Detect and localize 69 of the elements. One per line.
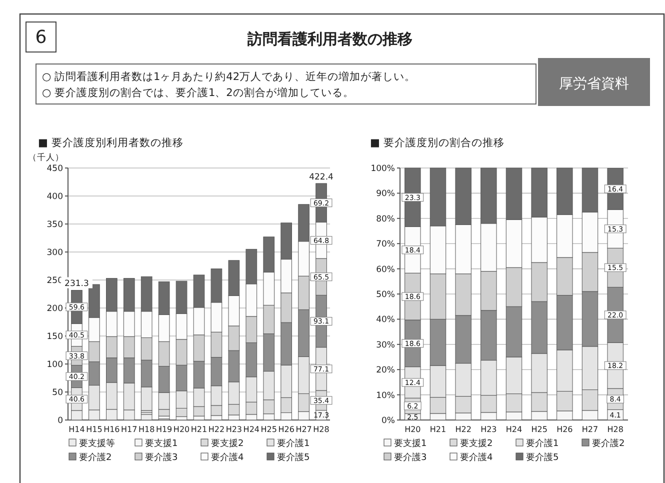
y-tick-label: 200: [46, 304, 63, 314]
legend-label: 要支援2: [460, 438, 493, 449]
x-tick-label: H26: [278, 425, 294, 434]
x-tick-label: H23: [480, 425, 497, 434]
y-tick-label: 90%: [376, 189, 395, 200]
x-tick-label: H24: [243, 425, 260, 434]
legend-label: 要介護1: [526, 438, 559, 449]
x-tick-label: H18: [138, 425, 155, 434]
x-tick-label: H23: [226, 425, 242, 434]
y-tick-label: 350: [46, 220, 63, 230]
chart-title: ■ 要介護度別利用者数の推移: [38, 136, 184, 149]
y-axis-title: （千人）: [28, 152, 64, 163]
y-tick-label: 40%: [376, 315, 395, 326]
y-tick-label: 0%: [382, 416, 395, 426]
x-tick-label: H21: [190, 425, 208, 434]
x-tick-label: H27: [582, 425, 598, 434]
x-tick-label: H14: [68, 425, 85, 434]
total-label: 231.3: [64, 279, 89, 290]
x-tick-label: H25: [531, 425, 548, 434]
y-tick-label: 300: [46, 248, 63, 258]
y-tick-label: 10%: [376, 390, 395, 401]
chart-title: ■ 要介護度別の割合の推移: [370, 136, 504, 149]
x-tick-label: H28: [607, 425, 624, 434]
legend-label: 要介護3: [394, 452, 427, 463]
total-label: 422.4: [309, 172, 334, 182]
x-tick-label: H19: [156, 425, 172, 434]
x-tick-label: H22: [455, 425, 472, 434]
y-tick-label: 50: [52, 388, 63, 398]
text: 6: [35, 27, 47, 48]
x-tick-label: H22: [208, 425, 225, 434]
legend-label: 要支援1: [394, 438, 427, 449]
y-tick-label: 100: [46, 360, 63, 370]
y-tick-label: 100%: [370, 164, 395, 174]
legend-label: 要介護4: [460, 452, 493, 463]
x-tick-label: H27: [296, 425, 312, 434]
y-tick-label: 30%: [376, 340, 395, 350]
y-tick-label: 70%: [376, 240, 395, 250]
text: ○ 要介護度別の割合では、要介護1、2の割合が増加している。: [42, 86, 354, 99]
x-tick-label: H26: [556, 425, 573, 434]
y-tick-label: 400: [46, 192, 63, 202]
legend-label: 要介護1: [277, 438, 310, 449]
text: ○ 訪問看護利用者数は1ヶ月あたり約42万人であり、近年の増加が著しい。: [42, 70, 416, 83]
legend-label: 要支援等: [79, 438, 115, 449]
legend-label: 要介護2: [592, 438, 625, 449]
x-tick-label: H15: [86, 425, 102, 434]
legend-label: 要介護5: [526, 452, 559, 463]
legend-label: 要介護3: [145, 452, 178, 463]
x-tick-label: H17: [121, 425, 138, 434]
text: 厚労省資料: [559, 76, 629, 92]
legend-label: 要支援1: [145, 438, 178, 449]
y-tick-label: 60%: [376, 264, 395, 275]
x-tick-label: H20: [404, 425, 421, 434]
x-tick-label: H25: [260, 425, 277, 434]
x-tick-label: H28: [313, 425, 330, 434]
y-tick-label: 80%: [376, 214, 395, 224]
x-tick-label: H20: [173, 425, 190, 434]
legend-label: 要介護2: [79, 452, 112, 463]
legend-label: 要介護5: [277, 452, 310, 463]
y-tick-label: 50%: [376, 290, 395, 300]
x-tick-label: H16: [104, 425, 120, 434]
legend-label: 要介護4: [211, 452, 244, 463]
y-tick-label: 450: [46, 164, 63, 174]
y-tick-label: 150: [46, 332, 63, 342]
legend-label: 要支援2: [211, 438, 244, 449]
x-tick-label: H24: [506, 425, 522, 434]
y-tick-label: 20%: [376, 366, 395, 376]
text: 訪問看護利用者数の推移: [246, 30, 412, 48]
y-tick-label: 0: [58, 416, 63, 426]
x-tick-label: H21: [430, 425, 446, 434]
